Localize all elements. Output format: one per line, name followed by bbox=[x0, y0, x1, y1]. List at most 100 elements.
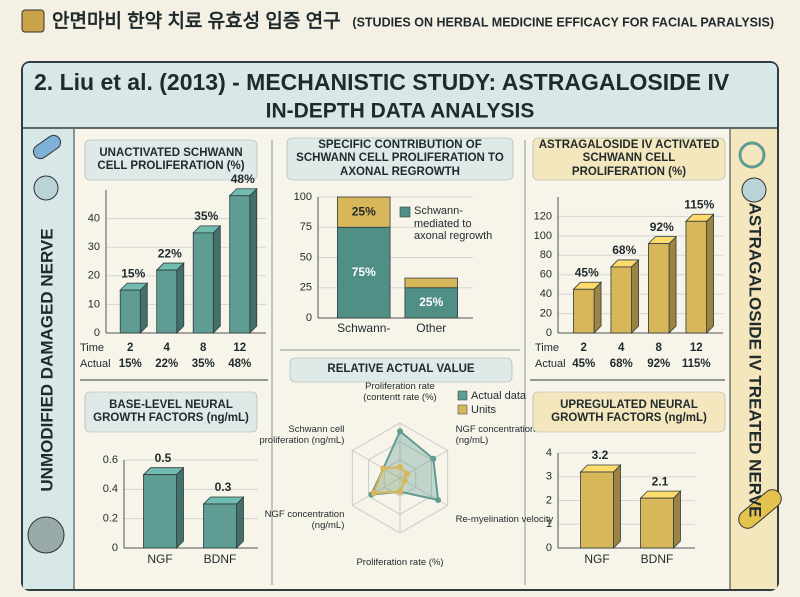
y-tick-label: 120 bbox=[534, 210, 552, 222]
y-tick-label: 1 bbox=[546, 518, 552, 530]
y-tick-label: 0 bbox=[306, 312, 312, 324]
table-cell: 8 bbox=[656, 342, 663, 354]
axis-label-box: Proliferation rate (%) bbox=[356, 557, 443, 568]
main-panel bbox=[21, 61, 779, 591]
panel-header bbox=[23, 63, 777, 128]
y-tick-label: 40 bbox=[88, 213, 100, 225]
chart-title: UPREGULATED NEURAL GROWTH FACTORS (ng/mL… bbox=[551, 398, 707, 424]
y-tick-label: 75 bbox=[300, 221, 312, 233]
chart-title-box: RELATIVE ACTUAL VALUE bbox=[327, 363, 474, 375]
bar-side bbox=[249, 187, 258, 334]
bar bbox=[156, 269, 178, 334]
value-label: 25% bbox=[352, 204, 376, 218]
bar-segment bbox=[337, 226, 391, 319]
chart-title-bg bbox=[286, 137, 514, 181]
table-cell: 2 bbox=[127, 342, 133, 354]
legend-swatch bbox=[457, 390, 468, 401]
value-label: 48% bbox=[231, 172, 255, 186]
y-tick-label: 20 bbox=[88, 270, 100, 282]
cell-icon bbox=[741, 177, 767, 203]
y-tick-label: 0.4 bbox=[103, 483, 118, 495]
value-label: 68% bbox=[612, 243, 636, 257]
bar-side bbox=[613, 464, 621, 549]
bar-side bbox=[631, 258, 639, 334]
radar-point bbox=[435, 497, 442, 503]
y-tick-label: 25 bbox=[300, 282, 312, 294]
bar-top bbox=[579, 464, 622, 473]
bar bbox=[229, 195, 251, 334]
radar-point bbox=[430, 455, 437, 462]
y-tick-label: 80 bbox=[540, 249, 552, 261]
table-row-label: Time bbox=[535, 342, 559, 354]
y-tick-label: 0 bbox=[112, 542, 118, 554]
nerve-icon bbox=[738, 489, 782, 529]
bar bbox=[143, 474, 177, 549]
x-tick-label: NGF bbox=[147, 552, 172, 566]
axis-label-box: Proliferation rate (contentt rate (%) bbox=[363, 381, 437, 403]
x-tick-label: BDNF bbox=[204, 552, 237, 566]
bar-side bbox=[593, 281, 602, 334]
axis-label-box: Re-myelination velocity bbox=[456, 514, 554, 525]
bar bbox=[640, 497, 674, 549]
bar-side bbox=[139, 282, 148, 334]
axis-label-box: Schwann cell proliferation (ng/mL) bbox=[259, 424, 344, 446]
value-label: 2.1 bbox=[652, 474, 669, 488]
legend-label: Units bbox=[471, 404, 497, 416]
axis-label: NGF concentration (ng/mL) bbox=[264, 508, 345, 531]
chart-title: UNACTIVATED SCHWANN CELL PROLIFERATION (… bbox=[97, 146, 245, 172]
chart-title-box: UNACTIVATED SCHWANN CELL PROLIFERATION (… bbox=[97, 146, 245, 172]
chart-title-bg bbox=[532, 391, 726, 433]
bar-segment bbox=[404, 287, 458, 319]
table-cell: 68% bbox=[610, 358, 633, 370]
chart-title: BASE-LEVEL NEURAL GROWTH FACTORS (ng/mL) bbox=[93, 398, 249, 424]
y-tick-label: 60 bbox=[540, 269, 552, 281]
chart-title-bg bbox=[289, 357, 513, 383]
chart-title-box: SPECIFIC CONTRIBUTION OF SCHWANN CELL PR… bbox=[296, 139, 504, 177]
y-tick-label: 3 bbox=[546, 471, 552, 483]
molecule-icon bbox=[738, 141, 766, 169]
bar bbox=[580, 471, 614, 549]
bar-top bbox=[142, 467, 185, 476]
y-tick-label: 40 bbox=[540, 288, 552, 300]
side-label: ASTRAGALOSIDE IV TREATED NERVE bbox=[746, 203, 765, 518]
bar-top bbox=[639, 490, 682, 499]
y-tick-label: 0 bbox=[546, 327, 552, 339]
legend-label-box: Schwann-mediated to axonal regrowth bbox=[414, 205, 492, 242]
radar-point bbox=[397, 488, 403, 495]
chart-title-box: UPREGULATED NEURAL GROWTH FACTORS (ng/mL… bbox=[551, 398, 707, 424]
table-row-label: Actual bbox=[80, 358, 111, 370]
table-cell: 22% bbox=[155, 358, 178, 370]
bar bbox=[648, 243, 670, 334]
x-tick-label: Schwann- bbox=[337, 321, 390, 335]
bar bbox=[119, 289, 141, 334]
x-tick-label: NGF bbox=[584, 552, 609, 566]
chart-title-box: ASTRAGALOSIDE IV ACTIVATED SCHWANN CELL … bbox=[538, 139, 720, 178]
table-row-label: Actual bbox=[535, 358, 566, 370]
value-label: 3.2 bbox=[592, 448, 609, 462]
value-label: 0.5 bbox=[155, 451, 172, 465]
y-tick-label: 30 bbox=[88, 241, 100, 253]
table-cell: 12 bbox=[690, 342, 703, 354]
cell-icon bbox=[33, 175, 59, 201]
y-tick-label: 10 bbox=[88, 298, 100, 310]
panel-subtitle: IN-DEPTH DATA ANALYSIS bbox=[266, 100, 535, 123]
bar bbox=[573, 288, 595, 334]
y-tick-label: 100 bbox=[534, 230, 552, 242]
table-cell: 4 bbox=[164, 342, 171, 354]
legend-swatch bbox=[399, 206, 411, 218]
radar-point bbox=[404, 470, 411, 477]
value-label: 25% bbox=[419, 295, 443, 309]
chart-title: ASTRAGALOSIDE IV ACTIVATED SCHWANN CELL … bbox=[538, 139, 720, 178]
main-subtitle: (STUDIES ON HERBAL MEDICINE EFFICACY FOR… bbox=[352, 15, 774, 29]
value-label: 35% bbox=[194, 209, 218, 223]
table-cell: 48% bbox=[228, 358, 251, 370]
bar-side bbox=[212, 224, 221, 334]
axis-label: Proliferation rate (contentt rate (%) bbox=[363, 381, 437, 403]
chart-title-bg bbox=[532, 137, 726, 181]
y-tick-label: 0 bbox=[546, 542, 552, 554]
bar-top bbox=[202, 496, 245, 505]
table-cell: 15% bbox=[119, 358, 142, 370]
radar-point bbox=[370, 490, 377, 497]
value-label: 115% bbox=[684, 197, 714, 211]
